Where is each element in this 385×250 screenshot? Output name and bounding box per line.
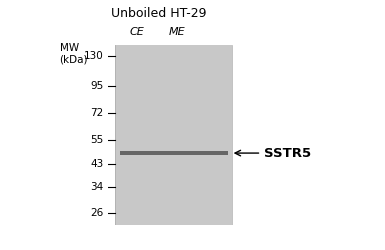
Text: 26: 26 (90, 208, 104, 218)
Text: 72: 72 (90, 108, 104, 118)
Text: CE: CE (130, 27, 144, 37)
Text: MW
(kDa): MW (kDa) (60, 43, 88, 65)
Text: 43: 43 (90, 159, 104, 169)
Text: ME: ME (168, 27, 185, 37)
Text: Unboiled HT-29: Unboiled HT-29 (111, 6, 207, 20)
Text: 95: 95 (90, 81, 104, 91)
Text: 130: 130 (84, 51, 104, 61)
Text: 55: 55 (90, 135, 104, 145)
Text: 34: 34 (90, 182, 104, 192)
Text: SSTR5: SSTR5 (264, 146, 311, 160)
